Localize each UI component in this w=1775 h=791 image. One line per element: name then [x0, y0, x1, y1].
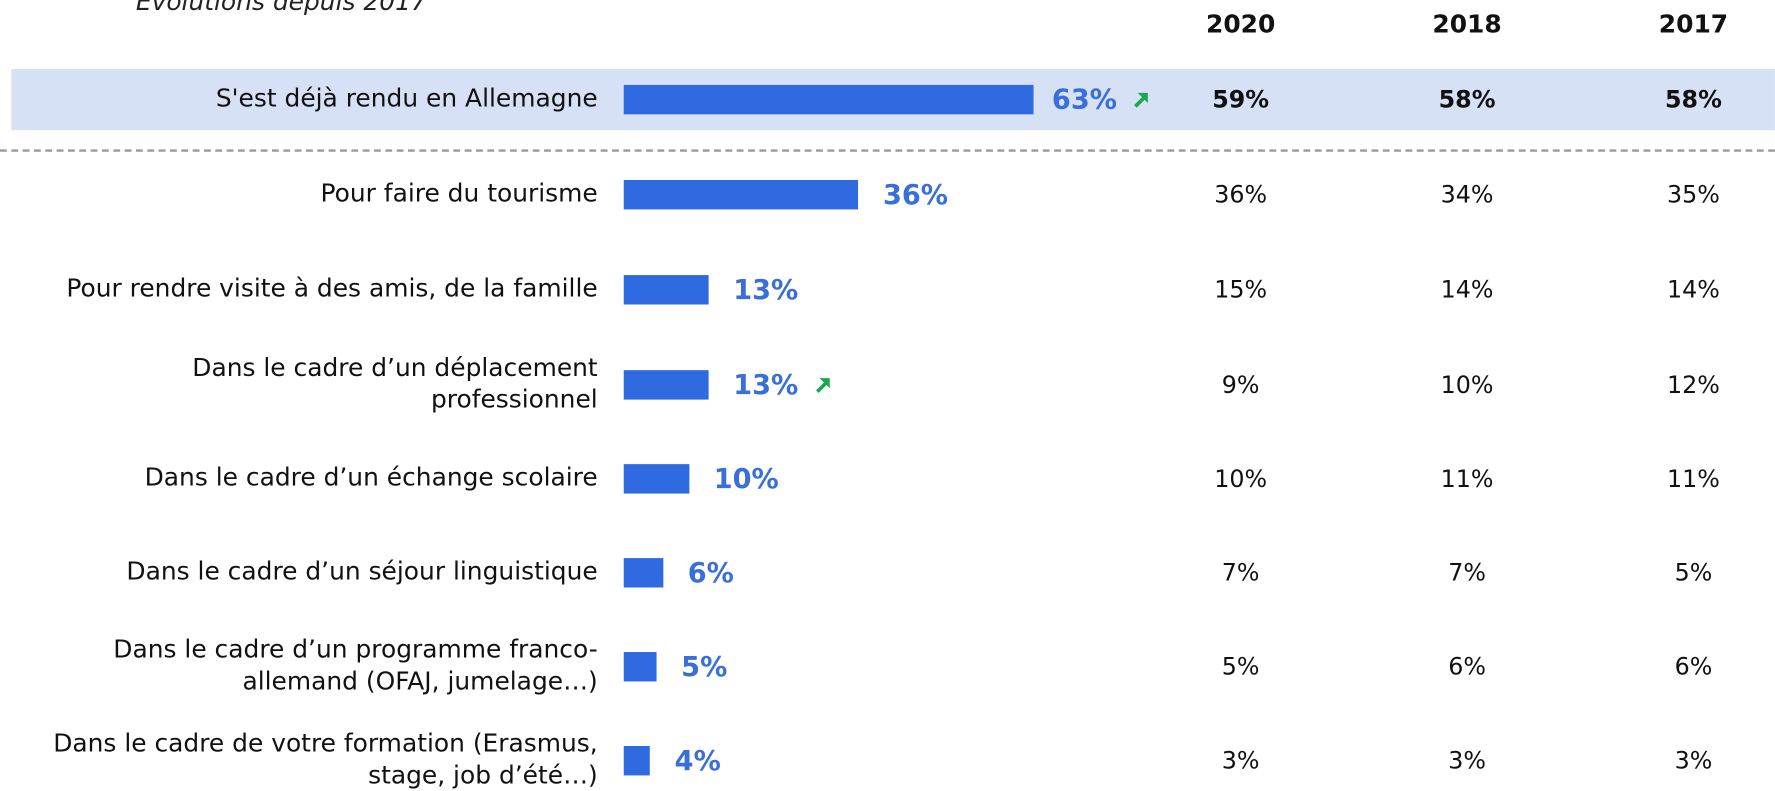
table-cell: 5% — [1674, 559, 1713, 587]
table-cell: 6% — [1674, 653, 1713, 681]
column-header: 2017 — [1658, 10, 1729, 40]
value-label: 63% — [1051, 83, 1117, 116]
row-label: Dans le cadre d’un programme franco-alle… — [113, 636, 598, 697]
value-label: 13% — [733, 369, 799, 401]
table-cell: 34% — [1440, 181, 1494, 209]
table-cell: 11% — [1667, 465, 1720, 493]
row-label: Dans le cadre de votre formation (Erasmu… — [53, 730, 598, 791]
row-label: S'est déjà rendu en Allemagne — [215, 84, 598, 114]
table-cell: 7% — [1448, 559, 1486, 587]
table-cell: 35% — [1667, 181, 1720, 209]
bar — [623, 745, 650, 776]
table-cell: 36% — [1214, 181, 1268, 209]
row-label: Pour faire du tourisme — [320, 179, 598, 209]
arrow-icon — [1134, 92, 1149, 108]
table-cell: 14% — [1667, 276, 1720, 304]
arrow-icon — [815, 378, 830, 393]
column-header: 2020 — [1206, 10, 1276, 40]
row-label: Dans le cadre d’un déplacement professio… — [192, 354, 598, 415]
table-cell: 10% — [1440, 371, 1494, 399]
bar — [623, 464, 689, 494]
table-cell: 7% — [1221, 559, 1260, 587]
value-label: 36% — [882, 178, 948, 211]
table-cell: 3% — [1448, 747, 1486, 775]
row-label: Pour rendre visite à des amis, de la fam… — [66, 275, 598, 304]
trend-up-arrow — [814, 376, 832, 394]
value-label: 4% — [674, 744, 721, 777]
bar — [623, 179, 859, 210]
table-cell: 59% — [1212, 86, 1270, 114]
table-cell: 9% — [1221, 371, 1260, 399]
table-cell: 3% — [1221, 747, 1260, 775]
value-label: 6% — [687, 556, 734, 589]
bar — [623, 652, 657, 682]
table-cell: 14% — [1440, 276, 1494, 304]
column-header: 2018 — [1432, 10, 1502, 40]
table-cell: 15% — [1214, 276, 1268, 304]
row-label: Dans le cadre d’un échange scolaire — [144, 464, 598, 493]
table-cell: 6% — [1448, 653, 1486, 681]
bar — [623, 558, 663, 588]
separator — [0, 149, 1775, 152]
table-cell: 58% — [1438, 86, 1496, 114]
table-cell: 10% — [1214, 465, 1268, 493]
table-cell: 5% — [1221, 653, 1260, 681]
table-cell: 11% — [1440, 465, 1494, 493]
table-cell: 3% — [1674, 747, 1713, 775]
row-label: Dans le cadre d’un séjour linguistique — [126, 558, 598, 587]
value-label: 10% — [713, 462, 779, 495]
bar — [623, 275, 709, 305]
value-label: 5% — [681, 650, 728, 683]
bar — [623, 370, 709, 400]
table-cell: 58% — [1665, 86, 1722, 114]
table-cell: 12% — [1667, 371, 1720, 399]
trend-up-arrow — [1132, 91, 1150, 109]
value-label: 13% — [733, 273, 799, 306]
chart-title: Evolutions depuis 2017 — [135, 0, 427, 17]
bar — [623, 84, 1034, 115]
